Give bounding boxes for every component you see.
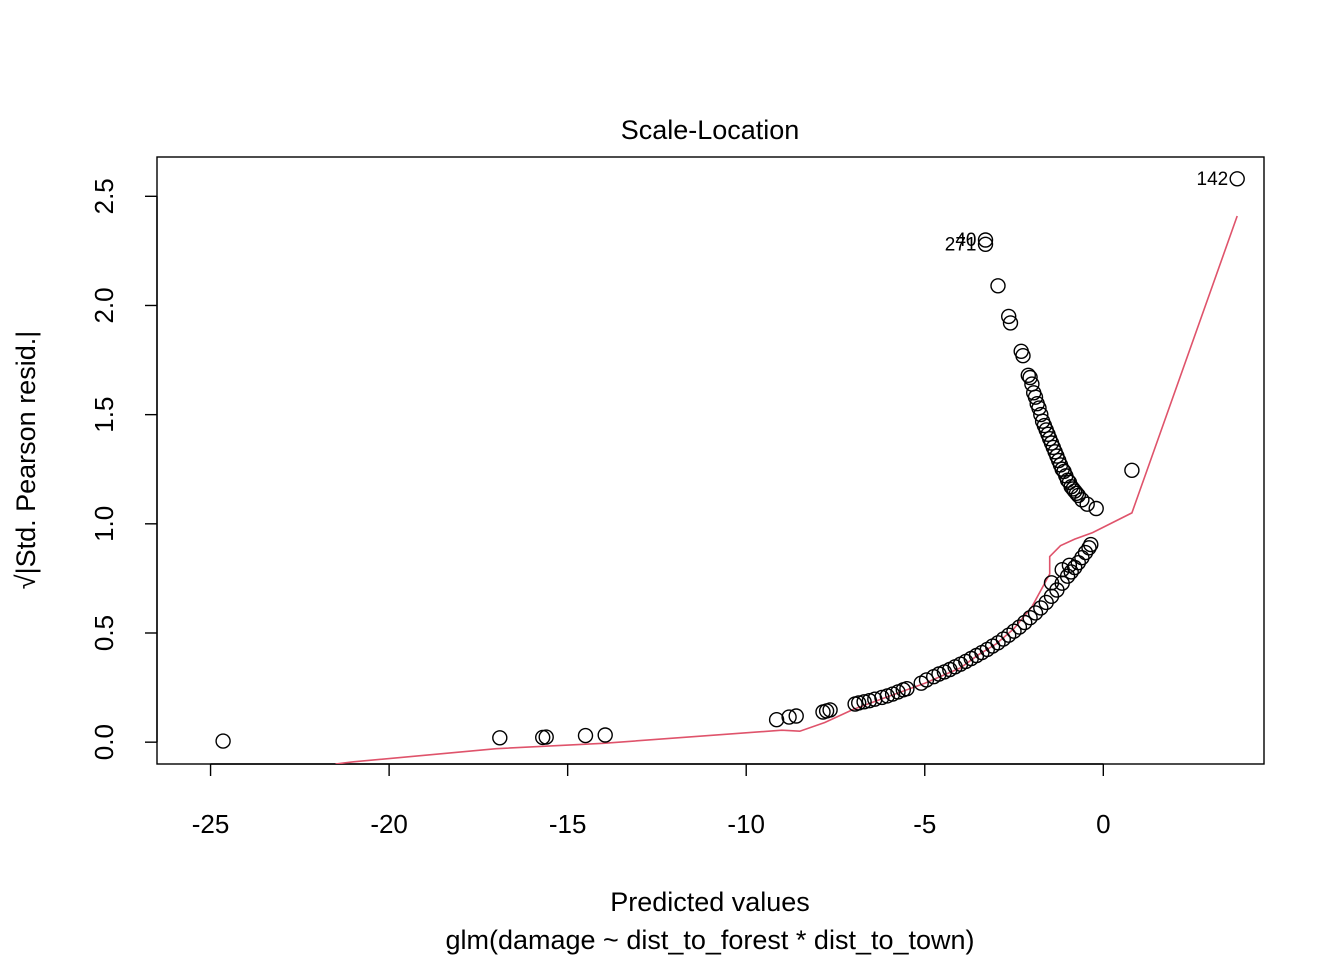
y-axis-label: √|Std. Pearson resid.| [11,331,41,589]
y-axis: 0.0 0.5 1.0 1.5 2.0 2.5 [89,178,158,760]
smooth-line-layer [335,215,1238,764]
data-point [1022,369,1038,386]
data-point [781,709,797,725]
data-point [1027,605,1044,621]
data-point [822,702,838,718]
plot-frame [156,156,1265,765]
data-point [1038,594,1054,611]
y-tick-label: 1.5 [89,397,119,433]
data-point [1077,544,1094,561]
data-point [977,236,994,253]
points-layer [215,171,1245,749]
data-point [1074,550,1090,566]
data-point [1081,540,1097,556]
x-tick-label: -20 [370,809,408,839]
data-point [1043,575,1060,591]
data-point [1074,492,1090,508]
data-point [768,712,785,728]
data-point [1006,623,1022,639]
data-point [1079,496,1095,512]
data-point [1033,406,1049,423]
data-point [577,727,594,744]
data-point [215,733,231,749]
x-tick-label: -15 [549,809,587,839]
data-point [874,689,890,706]
data-point [538,729,554,745]
data-point [1061,557,1078,573]
data-point [1002,315,1019,331]
data-point [1015,348,1031,364]
y-tick-label: 0.0 [89,724,119,760]
y-tick-label: 1.0 [89,506,119,542]
data-point [1083,536,1099,553]
data-point [1022,610,1038,626]
x-tick-label: -10 [727,809,765,839]
data-point [990,278,1006,294]
data-point [851,695,867,711]
data-point [856,694,872,710]
data-point [899,681,915,697]
x-tick-label: -25 [192,809,230,839]
point-label: 142 [1197,169,1229,190]
data-point [1070,487,1087,504]
smooth-line [335,215,1238,764]
y-tick-label: 0.5 [89,615,119,651]
data-point [1011,619,1028,635]
point-label: 271 [945,234,977,255]
y-tick-label: 2.5 [89,178,119,214]
data-point [597,727,613,743]
x-axis: -25 -20 -15 -10 -5 0 [192,763,1111,839]
data-point [995,631,1011,647]
data-point [1088,500,1104,517]
data-point [1001,627,1017,643]
chart-title: Scale-Location [621,115,800,145]
data-point [1020,367,1037,383]
data-point [535,729,551,746]
data-point [1033,600,1049,616]
point-label: 40 [955,230,976,251]
x-tick-label: 0 [1096,809,1110,839]
data-point [963,650,979,667]
data-point [977,232,994,248]
data-point [1070,555,1087,571]
y-tick-label: 2.0 [89,287,119,323]
data-point [788,708,804,724]
data-point [958,653,974,670]
data-point [990,635,1006,651]
x-tick-label: -5 [913,809,936,839]
data-point [1229,171,1245,187]
data-point [1001,308,1017,325]
data-point [918,672,935,688]
chart-subtitle: glm(damage ~ dist_to_forest * dist_to_to… [445,925,974,955]
x-axis-label: Predicted values [610,887,810,917]
data-point [1016,614,1033,631]
data-point [492,730,508,746]
data-point [1027,389,1044,405]
data-point [1124,462,1140,478]
